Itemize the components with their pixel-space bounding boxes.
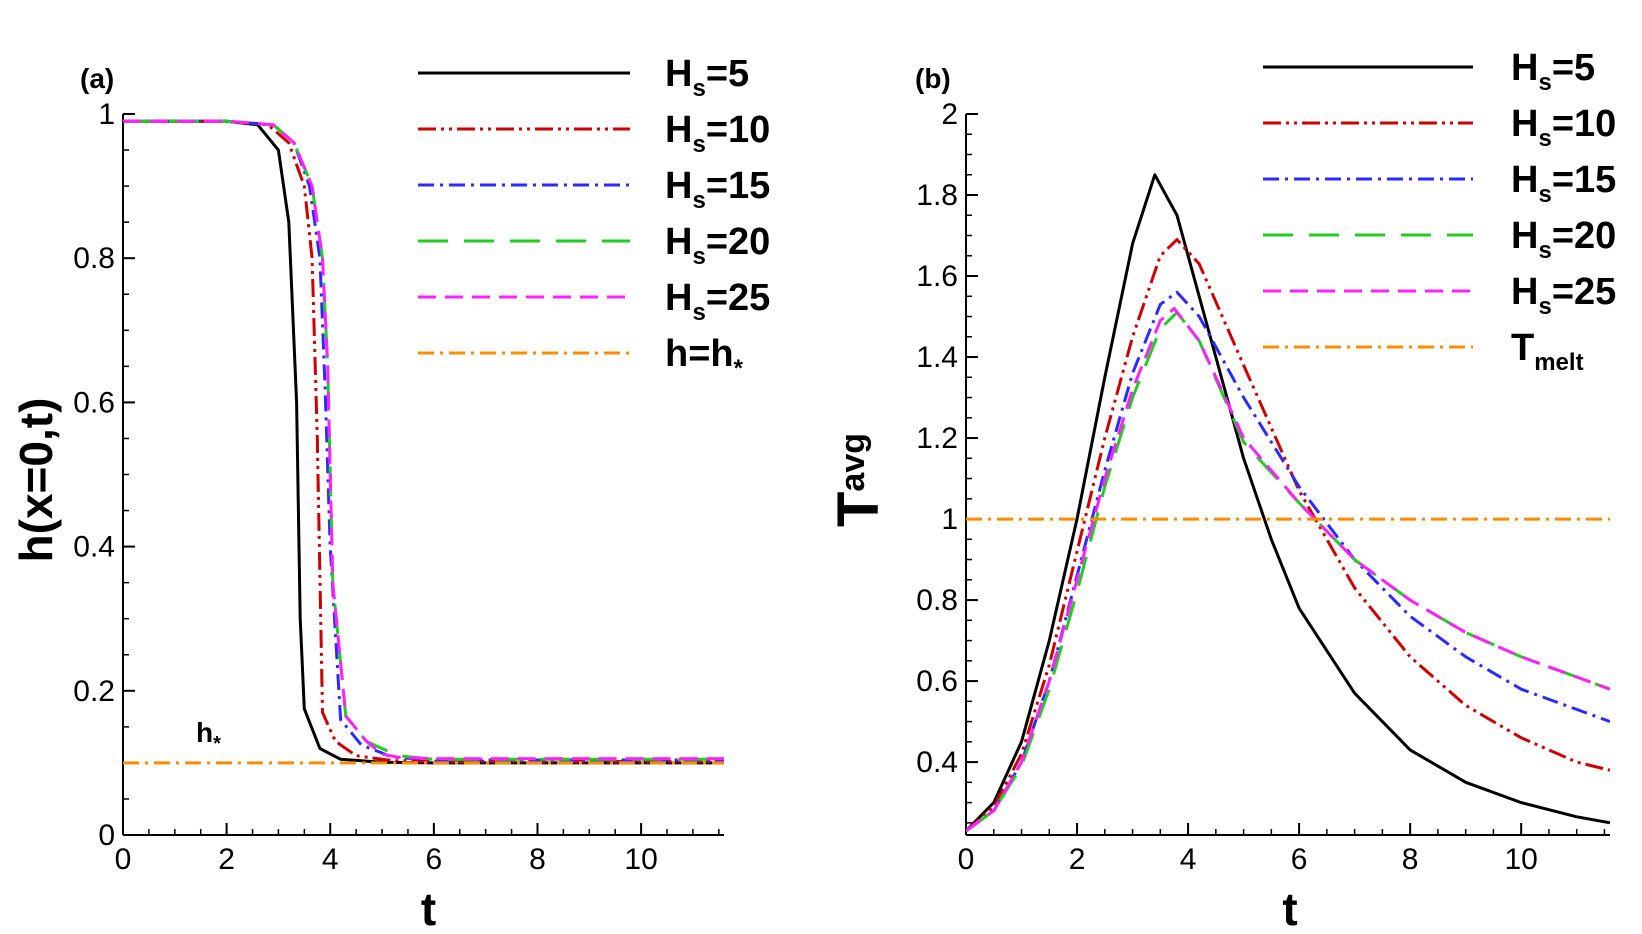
legend-label-rest: =15 — [706, 165, 770, 207]
x-tick-label: 10 — [1504, 843, 1537, 876]
y-tick-label: 1 — [941, 503, 958, 536]
series-line-hs15 — [123, 119, 724, 762]
series-line-hs5 — [123, 119, 724, 765]
legend-label: Hs=15 — [1511, 159, 1616, 208]
legend-label-sub: s — [1538, 181, 1551, 208]
legend-label-sub: s — [692, 243, 705, 270]
legend-label-main: H — [665, 277, 692, 319]
legend-label-main: h=h — [665, 333, 734, 375]
legend-label-rest: =5 — [1552, 47, 1595, 89]
legend-label-main: H — [1511, 271, 1538, 313]
y-tick-label: 0.4 — [73, 531, 115, 564]
y-tick-label: 1.8 — [916, 179, 958, 212]
y-tick-label: 0 — [98, 819, 115, 852]
x-tick-label: 6 — [1291, 843, 1308, 876]
panel-b-chart: 0 2 4 6 8 100.40.60.811.21.41.61.82Hs=5Hs=10H… — [826, 47, 1616, 934]
x-tick-label: 0 — [115, 843, 132, 876]
legend-label-main: H — [665, 109, 692, 151]
x-tick-label: 4 — [322, 843, 339, 876]
series-line-hs15 — [966, 290, 1610, 833]
panel-label: (a) — [80, 63, 114, 94]
y-tick-label: 0.8 — [73, 242, 115, 275]
legend-label-rest: =10 — [706, 109, 770, 151]
legend-label-main: H — [1511, 215, 1538, 257]
h-star-annotation: h* — [196, 717, 221, 755]
legend-label-main: H — [665, 221, 692, 263]
y-axis-label: Tavg — [826, 433, 891, 527]
legend-label: Hs=5 — [665, 53, 749, 102]
x-tick-label: 8 — [1402, 843, 1419, 876]
legend-label: Hs=10 — [665, 109, 770, 158]
y-tick-label: 0.2 — [73, 675, 115, 708]
y-tick-label: 2 — [941, 98, 958, 131]
legend-label-sub: * — [734, 355, 744, 382]
series-line-hs25 — [966, 306, 1610, 833]
series-line-hs10 — [966, 238, 1610, 833]
y-tick-label: 0.4 — [916, 746, 958, 779]
legend-label-rest: =15 — [1552, 159, 1616, 201]
legend-label-rest: =5 — [706, 53, 749, 95]
legend-label-main: H — [1511, 47, 1538, 89]
legend-label-rest: =20 — [706, 221, 770, 263]
legend-label-sub: s — [692, 187, 705, 214]
y-tick-label: 1.2 — [916, 422, 958, 455]
legend-label-sub: s — [1538, 69, 1551, 96]
x-axis-label: t — [1282, 883, 1297, 934]
annotation-sub: * — [213, 733, 221, 755]
series-line-hs10 — [123, 119, 724, 763]
legend-label-rest: =10 — [1552, 103, 1616, 145]
y-tick-label: 1.6 — [916, 260, 958, 293]
legend-label-rest: =20 — [1552, 215, 1616, 257]
x-tick-label: 10 — [624, 843, 657, 876]
y-tick-label: 0.6 — [73, 386, 115, 419]
legend-label: Hs=20 — [665, 221, 770, 270]
legend-label: Hs=15 — [665, 165, 770, 214]
x-tick-label: 0 — [958, 843, 975, 876]
legend-label-sub: s — [692, 131, 705, 158]
y-axis-label-sub: avg — [834, 433, 872, 492]
series-line-hs20 — [966, 311, 1610, 833]
x-tick-label: 2 — [1069, 843, 1086, 876]
legend-label: Hs=10 — [1511, 103, 1616, 152]
legend-label-sub: s — [1538, 237, 1551, 264]
y-tick-label: 0.6 — [916, 665, 958, 698]
series-line-hs25 — [123, 119, 724, 761]
y-tick-label: 0.8 — [916, 584, 958, 617]
x-tick-label: 4 — [1180, 843, 1197, 876]
panel-label: (b) — [915, 63, 951, 94]
legend-label: Hs=25 — [1511, 271, 1616, 320]
legend-label-sub: s — [1538, 293, 1551, 320]
panel-a-chart: 0 2 4 6 8 1000.20.40.60.81Hs=5Hs=10Hs=15Hs=20… — [10, 53, 770, 934]
annotation-main: h — [196, 717, 213, 748]
legend-label: h=h* — [665, 333, 744, 382]
y-axis-label: h(x=0,t) — [10, 398, 62, 563]
legend-label-sub: melt — [1534, 349, 1583, 376]
legend-label-sub: s — [692, 75, 705, 102]
x-tick-label: 2 — [218, 843, 235, 876]
legend-label-main: T — [1511, 327, 1534, 369]
y-axis-label-main: T — [826, 492, 891, 527]
legend-label: Hs=5 — [1511, 47, 1595, 96]
legend-label-rest: =25 — [1552, 271, 1616, 313]
series-line-hs20 — [123, 119, 724, 761]
legend-label-main: H — [1511, 159, 1538, 201]
legend-label-sub: s — [692, 299, 705, 326]
y-tick-label: 1.4 — [916, 341, 958, 374]
legend-label-main: H — [665, 53, 692, 95]
x-axis-label: t — [421, 883, 436, 934]
legend-label: Tmelt — [1511, 327, 1584, 376]
legend-label-sub: s — [1538, 125, 1551, 152]
x-tick-label: 8 — [529, 843, 546, 876]
legend-label-main: H — [665, 165, 692, 207]
legend-label-rest: =25 — [706, 277, 770, 319]
series-line-hs5 — [966, 173, 1610, 832]
legend-label-main: H — [1511, 103, 1538, 145]
x-tick-label: 6 — [426, 843, 443, 876]
legend-label: Hs=25 — [665, 277, 770, 326]
legend-label: Hs=20 — [1511, 215, 1616, 264]
y-tick-label: 1 — [98, 98, 115, 131]
